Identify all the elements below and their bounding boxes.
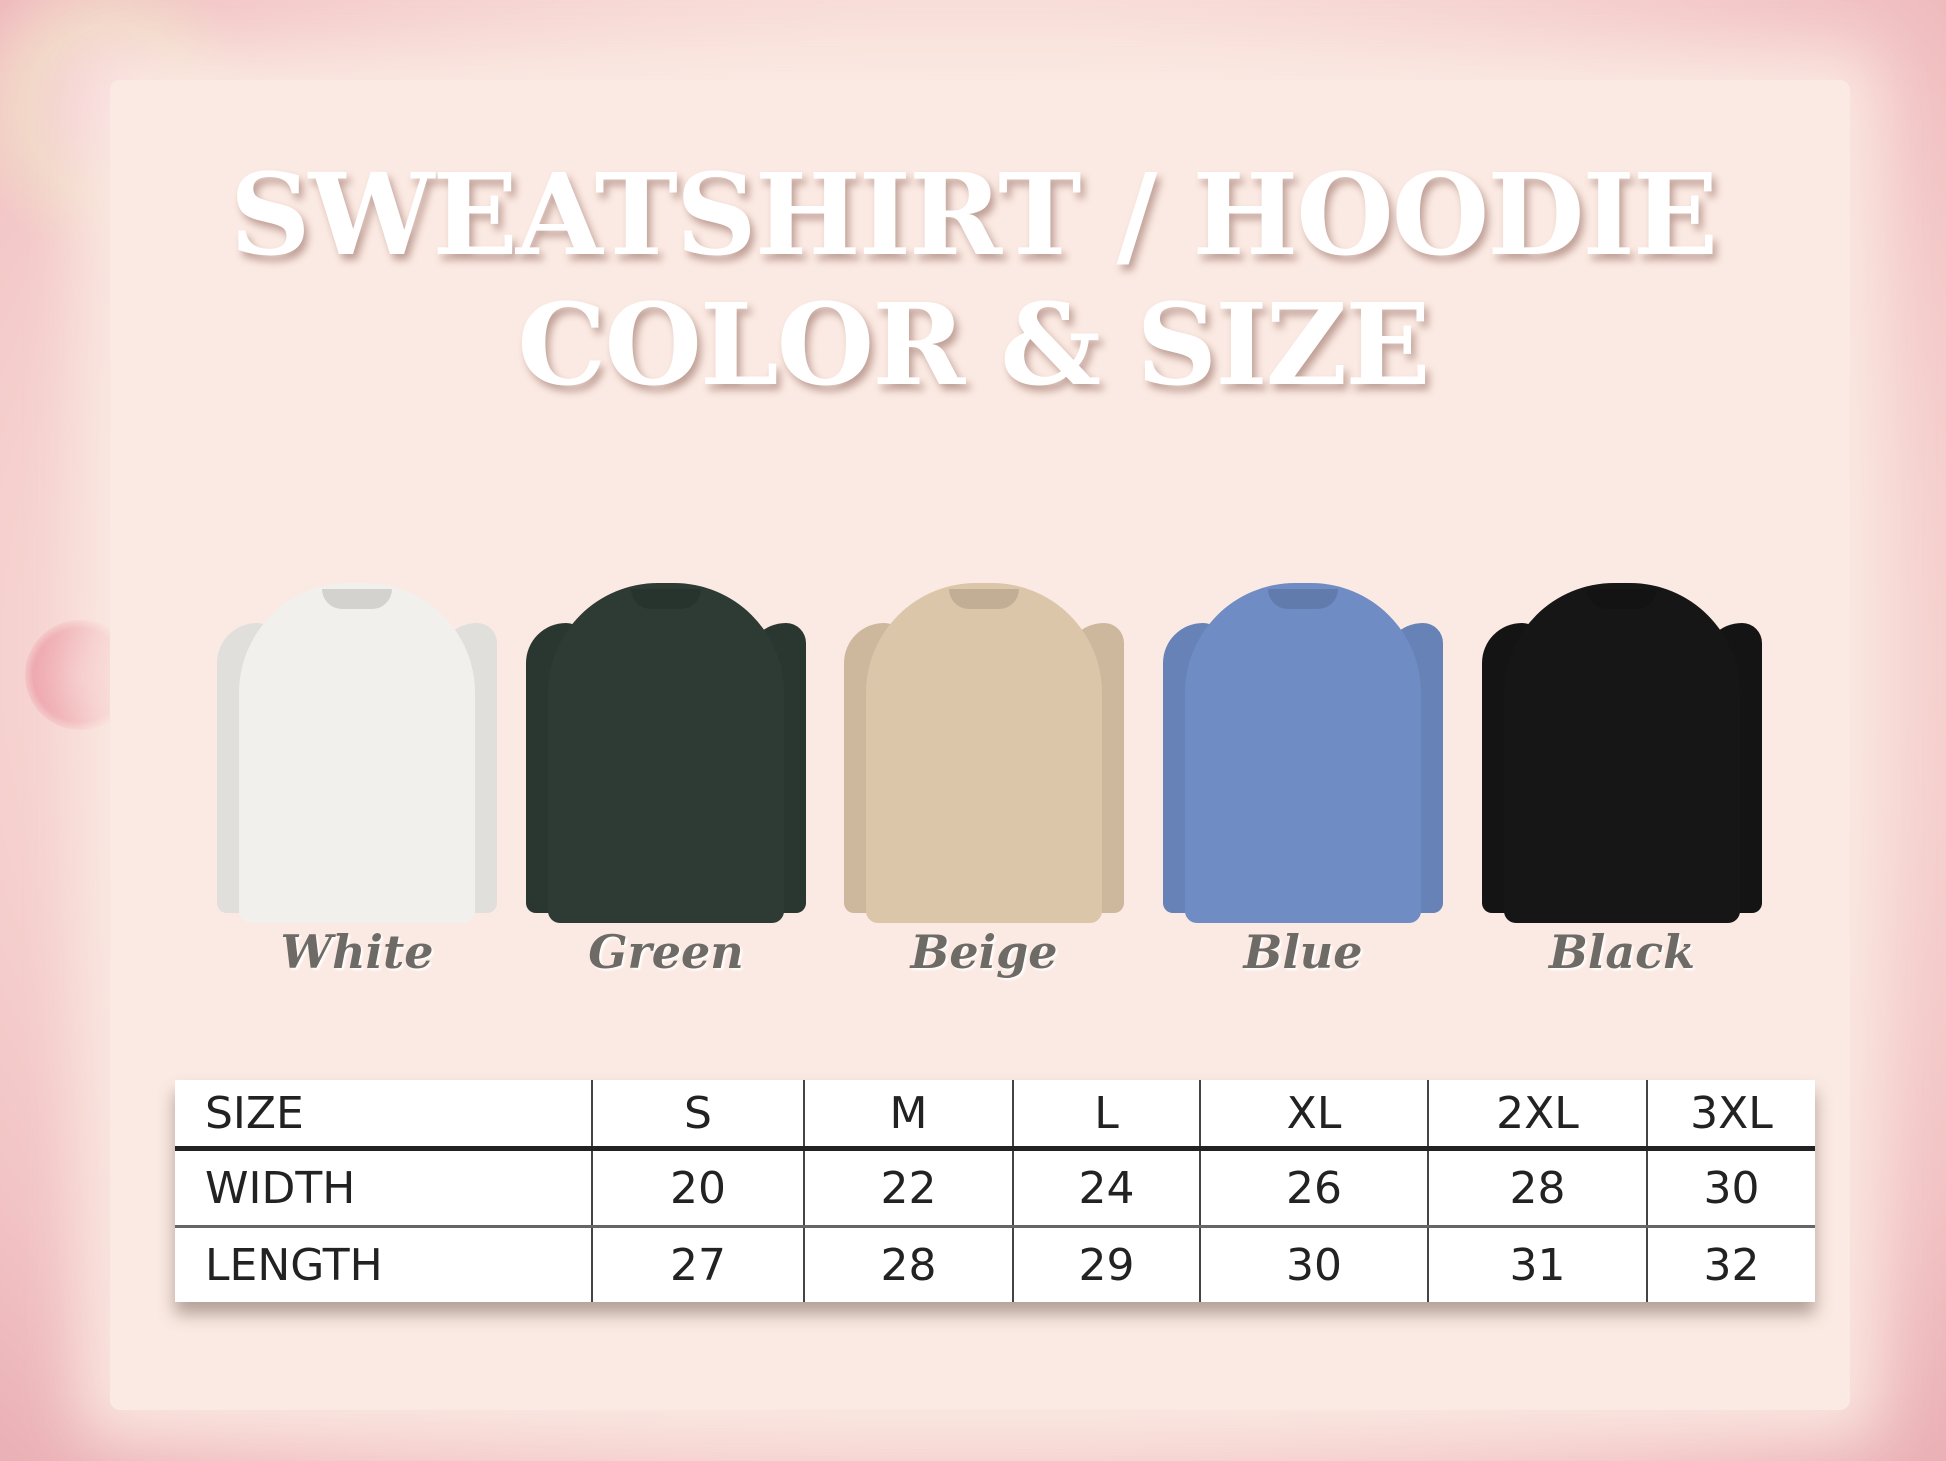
- sweatshirt-beige: [844, 583, 1124, 923]
- sweatshirt-white: [217, 583, 497, 923]
- header-cell: XL: [1199, 1080, 1428, 1151]
- title-line-1: SWEATSHIRT / HOODIE: [229, 150, 1718, 281]
- row-label: LENGTH: [205, 1239, 383, 1291]
- sweatshirt-black: [1482, 583, 1762, 923]
- header-cell: L: [1012, 1080, 1200, 1151]
- size-table: SIZE S M L XL 2XL 3XL WIDTH 20 22 24 26 …: [175, 1080, 1815, 1302]
- header-cell: M: [803, 1080, 1013, 1151]
- size-header-row: SIZE S M L XL 2XL 3XL: [175, 1080, 1815, 1151]
- width-row: WIDTH 20 22 24 26 28 30: [175, 1148, 1815, 1228]
- table-cell: 22: [803, 1148, 1013, 1228]
- table-cell: 30: [1199, 1226, 1428, 1302]
- header-cell: S: [591, 1080, 804, 1151]
- table-cell: 26: [1199, 1148, 1428, 1228]
- table-cell: 31: [1427, 1226, 1647, 1302]
- color-label: Blue: [1243, 925, 1363, 979]
- row-label: WIDTH: [175, 1148, 592, 1228]
- header-cell: 3XL: [1646, 1080, 1815, 1151]
- color-label: Black: [1548, 925, 1696, 979]
- title-line-2: COLOR & SIZE: [517, 280, 1431, 411]
- color-label: Beige: [910, 925, 1058, 979]
- length-row: LENGTH 27 28 29 30 31 32: [175, 1226, 1815, 1302]
- table-cell: 30: [1646, 1148, 1815, 1228]
- table-cell: 20: [591, 1148, 804, 1228]
- table-cell: 27: [591, 1226, 804, 1302]
- header-cell: 2XL: [1427, 1080, 1647, 1151]
- color-label: Green: [588, 925, 744, 979]
- table-cell: 24: [1012, 1148, 1200, 1228]
- table-cell: 28: [803, 1226, 1013, 1302]
- header-cell: SIZE: [175, 1080, 592, 1151]
- sweatshirt-green: [526, 583, 806, 923]
- table-cell: 32: [1646, 1226, 1815, 1302]
- color-label: White: [280, 925, 434, 979]
- table-cell: 28: [1427, 1148, 1647, 1228]
- sweatshirt-blue: [1163, 583, 1443, 923]
- table-cell: 29: [1012, 1226, 1200, 1302]
